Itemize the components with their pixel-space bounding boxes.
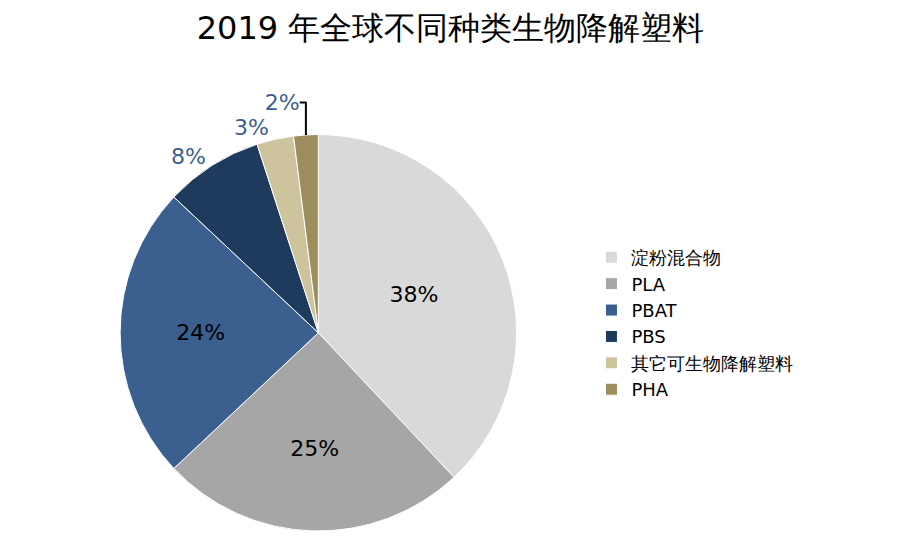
svg-text:24%: 24%	[176, 320, 225, 345]
svg-text:PBAT: PBAT	[631, 300, 677, 321]
svg-text:2%: 2%	[265, 90, 300, 115]
svg-text:8%: 8%	[171, 144, 206, 169]
svg-text:PLA: PLA	[631, 274, 665, 295]
svg-text:3%: 3%	[234, 115, 269, 140]
svg-text:PHA: PHA	[631, 379, 668, 400]
svg-text:2019 年全球不同种类生物降解塑料: 2019 年全球不同种类生物降解塑料	[197, 9, 705, 47]
svg-text:其它可生物降解塑料: 其它可生物降解塑料	[631, 353, 793, 374]
svg-text:38%: 38%	[389, 282, 438, 307]
svg-text:PBS: PBS	[631, 326, 665, 347]
svg-text:25%: 25%	[290, 436, 339, 461]
svg-text:淀粉混合物: 淀粉混合物	[631, 247, 721, 268]
